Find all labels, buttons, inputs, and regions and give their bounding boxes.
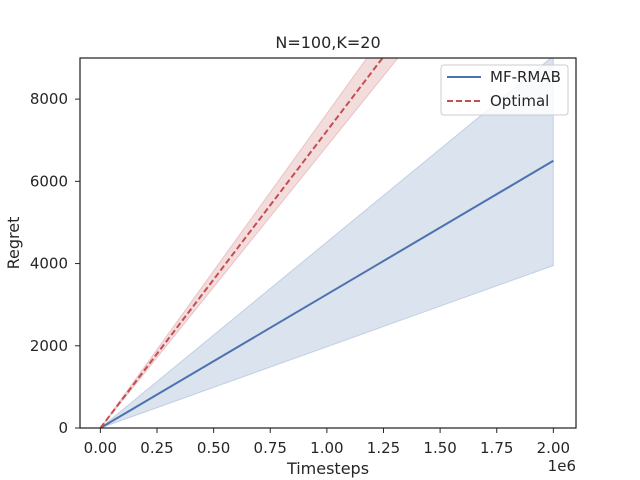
x-tick-label: 0.25 — [140, 439, 173, 457]
x-axis-label: Timesteps — [286, 459, 369, 478]
legend: MF-RMAB Optimal — [440, 64, 569, 116]
x-tick-label: 1.25 — [367, 439, 400, 457]
y-tick-label: 8000 — [30, 90, 68, 108]
chart-title: N=100,K=20 — [275, 33, 380, 52]
band-optimal — [99, 58, 399, 428]
x-tick-label: 0.00 — [84, 439, 117, 457]
y-axis-ticks: 0 2000 4000 6000 8000 — [30, 90, 80, 437]
x-axis-offset-label: 1e6 — [548, 457, 576, 475]
x-tick-label: 2.00 — [537, 439, 570, 457]
series-lines — [99, 58, 554, 428]
y-axis-label: Regret — [4, 217, 23, 270]
plot-frame — [79, 57, 577, 429]
x-tick-label: 1.75 — [480, 439, 513, 457]
x-tick-label: 0.75 — [254, 439, 287, 457]
line-mf-rmab — [99, 159, 554, 428]
y-tick-label: 0 — [58, 419, 68, 437]
line-optimal — [99, 58, 384, 428]
x-tick-label: 0.50 — [197, 439, 230, 457]
y-tick-label: 4000 — [30, 255, 68, 273]
x-axis-ticks: 0.00 0.25 0.50 0.75 1.00 1.25 1.50 1.75 2.00 — [84, 428, 570, 457]
y-tick-label: 6000 — [30, 172, 68, 190]
x-tick-label: 1.50 — [423, 439, 456, 457]
legend-label-optimal: Optimal — [490, 92, 549, 110]
legend-label-mf-rmab: MF-RMAB — [490, 68, 561, 86]
x-tick-label: 1.00 — [310, 439, 343, 457]
y-tick-label: 2000 — [30, 337, 68, 355]
